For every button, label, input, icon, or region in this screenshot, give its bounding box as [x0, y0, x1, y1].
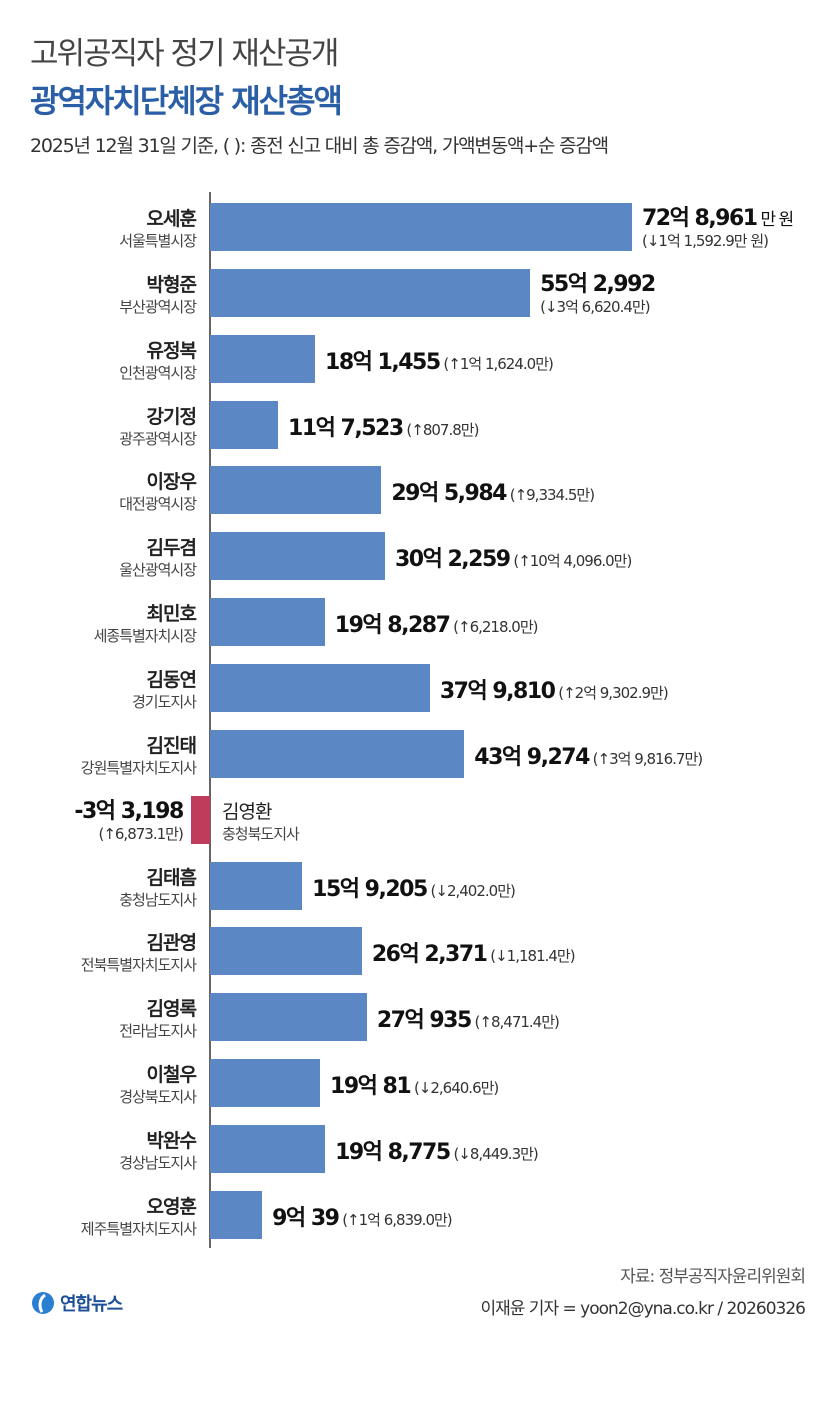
region-label: 경상남도지사 — [119, 1153, 197, 1172]
bar — [210, 1059, 321, 1108]
region-label: 서울특별시장 — [119, 232, 197, 250]
region-label: 충청북도지사 — [222, 824, 300, 843]
value-label: 72억 8,961 만 원 — [642, 206, 795, 231]
person-name: 이장우 — [146, 471, 197, 494]
person-name: 김두겸 — [146, 537, 197, 560]
value-label: 29억 5,984 (↑9,334.5만) — [391, 481, 595, 507]
change-label: (↑1억 6,839.0만) — [338, 1210, 452, 1229]
person-name: 김영환 — [222, 800, 272, 823]
change-label: (↑1억 1,624.0만) — [439, 354, 553, 373]
bar — [210, 466, 382, 515]
bar — [210, 203, 632, 251]
person-name: 김태흠 — [146, 866, 197, 889]
change-label: (↓2,402.0만) — [426, 881, 516, 900]
region-label: 전라남도지사 — [119, 1022, 197, 1041]
credit-line: 이재윤 기자 = yoon2@yna.co.kr / 20260326 — [480, 1299, 806, 1319]
yonhap-logo: 연합뉴스 — [30, 1290, 123, 1316]
change-label: (↑8,471.4만) — [470, 1013, 560, 1032]
region-label: 경기도지사 — [131, 692, 197, 711]
change-label: (↑9,334.5만) — [505, 486, 595, 505]
value-label: 19억 8,775 (↓8,449.3만) — [335, 1139, 539, 1165]
bar — [210, 334, 316, 383]
person-name: 오세훈 — [146, 208, 197, 230]
person-name: 유정복 — [146, 339, 197, 362]
person-name: 최민호 — [146, 603, 197, 626]
region-label: 강원특별자치도지사 — [80, 758, 197, 777]
person-name: 김영록 — [146, 998, 197, 1021]
chart-subtitle: 2025년 12월 31일 기준, ( ): 종전 신고 대비 총 증감액, 가… — [30, 135, 609, 157]
change-label: (↓1,181.4만) — [486, 947, 575, 966]
supertitle: 고위공직자 정기 재산공개 — [30, 36, 339, 72]
value-label: 19억 81 (↓2,640.6만) — [330, 1074, 499, 1100]
region-label: 경상북도지사 — [119, 1088, 197, 1107]
region-label: 충청남도지사 — [119, 890, 197, 909]
source-note: 자료: 정부공직자윤리위원회 — [620, 1267, 806, 1287]
unit-label: 만 원 — [756, 210, 795, 230]
change-label: (↑6,218.0만) — [449, 618, 538, 637]
value-label: 11억 7,523 (↑807.8만) — [288, 415, 479, 441]
bar — [210, 663, 430, 712]
change-label: (↑6,873.1만) — [98, 824, 183, 843]
value-label: 55억 2,992 — [540, 271, 656, 297]
change-label: (↑2억 9,302.9만) — [554, 683, 668, 702]
value-label: 37억 9,810 (↑2억 9,302.9만) — [439, 678, 669, 704]
change-label: (↓3억 6,620.4만) — [540, 297, 650, 316]
bar — [210, 861, 303, 910]
region-label: 광주광역시장 — [119, 429, 197, 448]
bar-negative — [190, 795, 210, 844]
region-label: 대전광역시장 — [119, 495, 197, 514]
change-label: (↑807.8만) — [402, 420, 479, 439]
region-label: 제주특별자치도지사 — [80, 1219, 197, 1238]
zero-axis-line — [209, 192, 211, 1248]
change-label: (↓1억 1,592.9만 원) — [642, 232, 769, 250]
value-label: 15억 9,205 (↓2,402.0만) — [312, 876, 516, 902]
value-label: 19억 8,287 (↑6,218.0만) — [334, 613, 539, 639]
value-label: 26억 2,371 (↓1,181.4만) — [371, 942, 576, 968]
region-label: 부산광역시장 — [119, 297, 197, 316]
person-name: 오영훈 — [146, 1195, 197, 1218]
change-label: (↓8,449.3만) — [449, 1144, 538, 1163]
bar — [210, 993, 367, 1042]
person-name: 박형준 — [146, 273, 197, 296]
bar — [210, 927, 362, 976]
change-label: (↑3억 9,816.7만) — [588, 749, 703, 768]
region-label: 인천광역시장 — [119, 363, 197, 382]
person-name: 박완수 — [146, 1129, 197, 1152]
value-label: 43억 9,274 (↑3억 9,816.7만) — [474, 744, 703, 770]
bar — [210, 400, 279, 449]
value-label: -3억 3,198 — [74, 798, 184, 824]
bar — [210, 532, 385, 581]
logo-text: 연합뉴스 — [60, 1294, 123, 1315]
value-label: 9억 39 (↑1억 6,839.0만) — [272, 1205, 453, 1231]
region-label: 전북특별자치도지사 — [80, 956, 197, 975]
person-name: 김관영 — [146, 932, 197, 955]
bar — [210, 1124, 326, 1173]
value-label: 18억 1,455 (↑1억 1,624.0만) — [325, 349, 554, 375]
person-name: 김진태 — [146, 734, 197, 757]
value-label: 30억 2,259 (↑10억 4,096.0만) — [394, 547, 632, 573]
bar — [210, 1190, 263, 1239]
chart-title: 광역자치단체장 재산총액 — [30, 82, 343, 120]
change-label: (↓2,640.6만) — [410, 1079, 499, 1098]
logo-globe-icon — [32, 1292, 54, 1314]
region-label: 세종특별자치시장 — [93, 627, 197, 646]
person-name: 이철우 — [146, 1064, 197, 1087]
bar — [210, 268, 531, 317]
bar — [210, 729, 465, 778]
region-label: 울산광역시장 — [119, 561, 197, 580]
person-name: 김동연 — [146, 668, 197, 691]
person-name: 강기정 — [146, 405, 197, 428]
value-label: 27억 935 (↑8,471.4만) — [376, 1008, 560, 1034]
change-label: (↑10억 4,096.0만) — [509, 552, 632, 571]
bar — [210, 598, 325, 647]
